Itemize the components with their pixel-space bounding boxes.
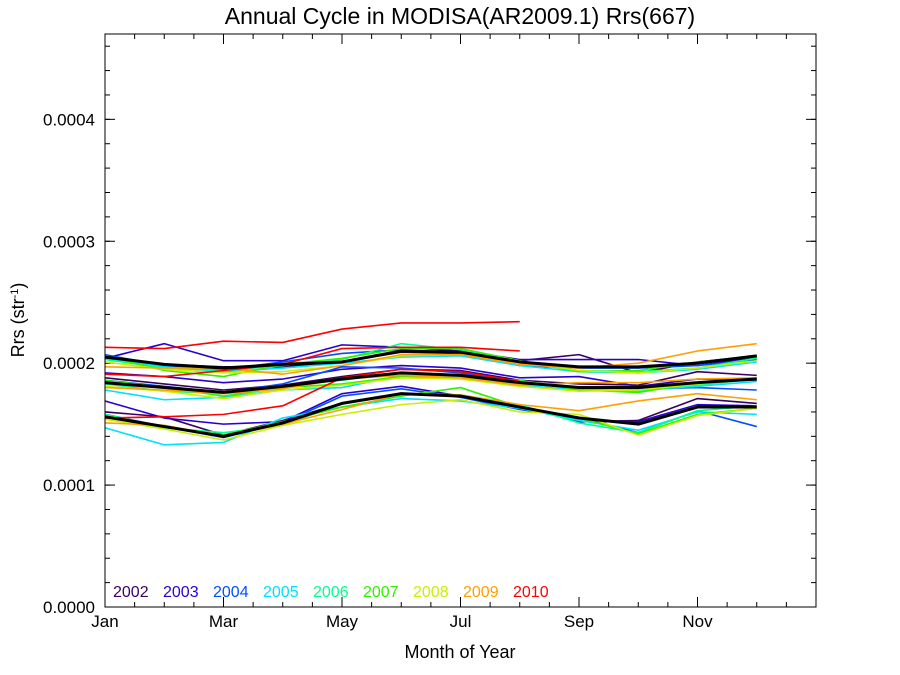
legend-item-2002: 2002: [113, 584, 149, 601]
x-tick-label: Nov: [682, 612, 713, 631]
chart-title: Annual Cycle in MODISA(AR2009.1) Rrs(667…: [225, 3, 695, 29]
legend-item-2005: 2005: [263, 584, 299, 601]
series-line-10: [104, 364, 757, 388]
series-line-24: [104, 398, 757, 441]
legend-item-2008: 2008: [413, 584, 449, 601]
y-tick-label: 0.0001: [43, 476, 95, 495]
legend: 2002 2003 2004 2005 2006 2007 2008 2009 2010: [113, 584, 549, 601]
mean-line-28: [104, 371, 757, 394]
series-line-5: [104, 347, 757, 378]
legend-item-2004: 2004: [213, 584, 249, 601]
x-tick-label: Mar: [209, 612, 239, 631]
y-axis-label-main: Rrs (str: [8, 298, 28, 357]
legend-item-2003: 2003: [163, 584, 199, 601]
y-tick-label: 0.0002: [43, 354, 95, 373]
x-tick-labels: Jan Mar May Jul Sep Nov: [91, 612, 713, 631]
series-line-21: [104, 397, 757, 446]
x-tick-label: Jul: [450, 612, 472, 631]
x-tick-label: May: [326, 612, 359, 631]
y-tick-label: 0.0000: [43, 598, 95, 617]
x-tick-label: Sep: [564, 612, 594, 631]
legend-item-2010: 2010: [513, 584, 549, 601]
series-line-26: [104, 368, 520, 419]
series-line-15: [104, 376, 757, 400]
y-tick-labels: 0.0000 0.0001 0.0002 0.0003 0.0004: [43, 110, 95, 617]
mean-line-27: [104, 349, 757, 370]
axis-ticks: [104, 34, 817, 608]
x-axis-label: Month of Year: [404, 642, 515, 662]
legend-item-2009: 2009: [463, 584, 499, 601]
series-line-17: [104, 346, 520, 378]
y-tick-label: 0.0003: [43, 232, 95, 251]
series-layer: [104, 320, 757, 446]
y-tick-label: 0.0004: [43, 110, 95, 129]
mean-line-29: [104, 392, 757, 438]
series-line-8: [104, 320, 520, 350]
plot-frame: [104, 33, 817, 608]
legend-item-2007: 2007: [363, 584, 399, 601]
y-axis-label-close: ): [8, 283, 28, 289]
y-axis-label: Rrs (str-1): [8, 283, 28, 358]
legend-item-2006: 2006: [313, 584, 349, 601]
y-axis-label-exponent: -1: [9, 289, 21, 299]
x-tick-label: Jan: [91, 612, 118, 631]
